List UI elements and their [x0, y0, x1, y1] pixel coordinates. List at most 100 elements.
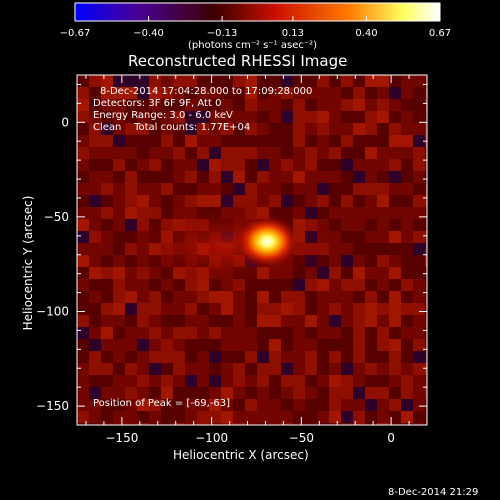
heatmap-cell [113, 339, 125, 351]
heatmap-cell [317, 339, 329, 351]
heatmap-cell [77, 231, 89, 243]
heatmap-cell [149, 183, 161, 195]
heatmap-cell [197, 159, 209, 171]
heatmap-cell [365, 207, 377, 219]
heatmap-cell [233, 423, 245, 425]
heatmap-cell [113, 135, 125, 147]
heatmap-cell [269, 195, 281, 207]
heatmap-cell [377, 243, 389, 255]
heatmap-cell [221, 399, 233, 411]
heatmap-cell [101, 159, 113, 171]
heatmap-cell [353, 327, 365, 339]
heatmap-cell [149, 87, 161, 99]
heatmap-glow [117, 200, 338, 291]
heatmap-cell [161, 399, 173, 411]
heatmap-cell [317, 351, 329, 363]
heatmap-cell [389, 183, 401, 195]
heatmap-cell [293, 183, 305, 195]
heatmap-cell [257, 159, 269, 171]
heatmap-cell [209, 411, 221, 423]
heatmap-cell [245, 315, 257, 327]
heatmap-cell [149, 423, 161, 425]
heatmap-cell [305, 423, 317, 425]
heatmap-cell [77, 411, 89, 423]
heatmap-cell [221, 147, 233, 159]
heatmap-cell [425, 219, 427, 231]
heatmap-cell [125, 375, 137, 387]
heatmap-cell [221, 291, 233, 303]
heatmap-cell [377, 99, 389, 111]
heatmap-cell [305, 183, 317, 195]
heatmap-cell [389, 207, 401, 219]
heatmap-cell [305, 279, 317, 291]
heatmap-cell [185, 171, 197, 183]
heatmap-cell [173, 123, 185, 135]
heatmap-cell [161, 423, 173, 425]
heatmap-cell [221, 351, 233, 363]
heatmap-cell [305, 87, 317, 99]
heatmap-cell [317, 315, 329, 327]
heatmap-cell [125, 267, 137, 279]
heatmap-cell [377, 159, 389, 171]
heatmap-cell [413, 231, 425, 243]
heatmap-cell [269, 159, 281, 171]
heatmap-cell [161, 315, 173, 327]
heatmap-cell [161, 387, 173, 399]
heatmap-cell [341, 267, 353, 279]
heatmap-cell [425, 147, 427, 159]
heatmap-cell [401, 123, 413, 135]
heatmap-cell [293, 111, 305, 123]
heatmap-cell [197, 87, 209, 99]
heatmap-cell [221, 411, 233, 423]
heatmap-cell [149, 375, 161, 387]
heatmap-cell [317, 159, 329, 171]
heatmap-cell [137, 411, 149, 423]
heatmap-cell [353, 111, 365, 123]
heatmap-cell [89, 387, 101, 399]
heatmap-cell [365, 111, 377, 123]
heatmap-cell [269, 411, 281, 423]
heatmap-cell [293, 387, 305, 399]
heatmap-cell [269, 147, 281, 159]
heatmap-cell [197, 291, 209, 303]
heatmap-cell [161, 363, 173, 375]
heatmap-cell [269, 363, 281, 375]
heatmap-cell [149, 159, 161, 171]
heatmap-cell [77, 255, 89, 267]
heatmap-cell [77, 207, 89, 219]
heatmap-cell [305, 111, 317, 123]
heatmap-cell [173, 171, 185, 183]
heatmap-cell [341, 423, 353, 425]
heatmap-cell [305, 147, 317, 159]
heatmap-cell [209, 375, 221, 387]
heatmap-cell [389, 147, 401, 159]
heatmap-cell [365, 399, 377, 411]
heatmap-cell [125, 351, 137, 363]
heatmap-cell [125, 363, 137, 375]
heatmap-cell [257, 423, 269, 425]
heatmap-cell [341, 99, 353, 111]
heatmap-cell [125, 147, 137, 159]
heatmap-cell [377, 231, 389, 243]
heatmap-cell [389, 111, 401, 123]
heatmap-cell [365, 351, 377, 363]
heatmap-cell [329, 207, 341, 219]
heatmap-cell [365, 411, 377, 423]
heatmap-cell [257, 183, 269, 195]
heatmap-cell [413, 111, 425, 123]
heatmap-cell [257, 387, 269, 399]
heatmap-cell [209, 339, 221, 351]
heatmap-cell [329, 123, 341, 135]
heatmap-cell [89, 123, 101, 135]
heatmap-cell [197, 327, 209, 339]
heatmap-cell [269, 183, 281, 195]
heatmap-cell [269, 99, 281, 111]
heatmap-cell [305, 411, 317, 423]
heatmap-cell [341, 351, 353, 363]
heatmap-cell [77, 327, 89, 339]
heatmap-cell [137, 399, 149, 411]
heatmap-cell [401, 327, 413, 339]
heatmap-cell [137, 195, 149, 207]
heatmap-cell [365, 75, 377, 87]
heatmap-cell [257, 75, 269, 87]
